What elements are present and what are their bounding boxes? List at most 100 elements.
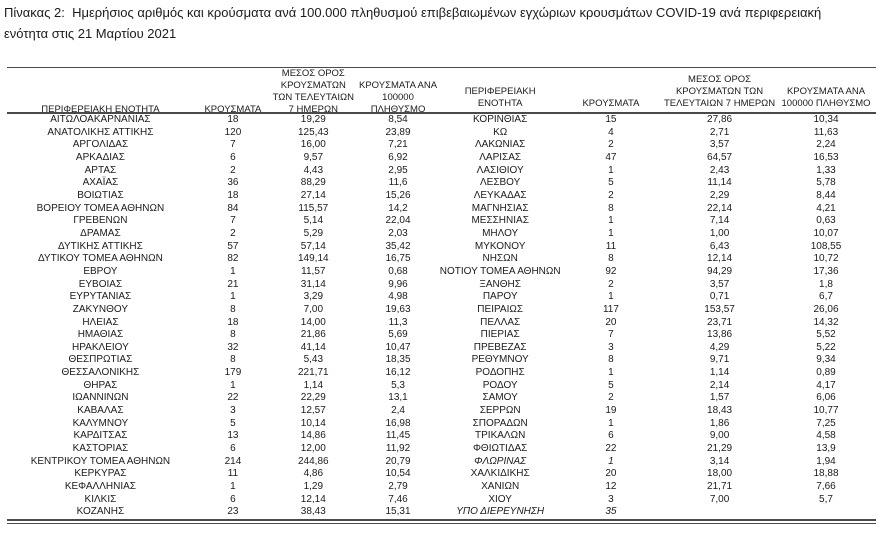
avg7-value: 2,71	[709, 126, 730, 138]
cases-value: 1	[230, 265, 236, 277]
table-row: ΘΕΣΣΑΛΟΝΙΚΗΣ 179 221,71 16,12	[7, 367, 442, 380]
avg7-value: 3,29	[303, 291, 324, 303]
table-row: ΠΕΛΛΑΣ 20 23,71 14,32	[442, 317, 877, 330]
table-title: Πίνακας 2: Ημερήσιος αριθμός και κρούσμα…	[4, 5, 822, 41]
per100k-value: 13,1	[388, 392, 408, 404]
per100k-value: 19,63	[385, 303, 411, 315]
cases-value: 5	[608, 379, 614, 391]
avg7-value: 3,57	[709, 278, 730, 290]
table-row: ΘΕΣΠΡΩΤΙΑΣ 8 5,43 18,35	[7, 354, 442, 367]
avg7-value: 9,57	[303, 151, 324, 163]
cases-value: 18	[227, 316, 239, 328]
per100k-value: 11,6	[388, 177, 408, 189]
region-name: ΚΑΛΥΜΝΟΥ	[72, 417, 129, 429]
per100k-value: 26,06	[813, 303, 839, 315]
per100k-value: 4,98	[388, 291, 408, 303]
table-row: ΛΑΡΙΣΑΣ 47 64,57 16,53	[442, 152, 877, 165]
table-row: ΚΑΛΥΜΝΟΥ 5 10,14 16,98	[7, 418, 442, 431]
table-row: ΚΑΣΤΟΡΙΑΣ 6 12,00 11,92	[7, 443, 442, 456]
per100k-value: 7,25	[816, 417, 836, 429]
region-name: ΛΕΥΚΑΔΑΣ	[473, 189, 527, 201]
table-row: ΓΡΕΒΕΝΩΝ 7 5,14 22,04	[7, 215, 442, 228]
region-name: ΚΙΛΚΙΣ	[84, 493, 117, 505]
region-name: ΚΟΖΑΝΗΣ	[76, 506, 125, 518]
avg7-value: 4,43	[303, 164, 324, 176]
region-name: ΘΕΣΠΡΩΤΙΑΣ	[68, 354, 133, 366]
column-header-cases: ΚΡΟΥΣΜΑΤΑ	[582, 97, 640, 109]
region-name: ΗΜΑΘΙΑΣ	[77, 329, 124, 341]
avg7-value: 18,43	[707, 405, 733, 417]
cases-value: 4	[608, 126, 614, 138]
region-name: ΠΑΡΟΥ	[482, 291, 518, 303]
cases-value: 84	[227, 202, 239, 214]
table-row: ΘΗΡΑΣ 1 1,14 5,3	[7, 380, 442, 393]
table-row: ΚΕΝΤΡΙΚΟΥ ΤΟΜΕΑ ΑΘΗΝΩΝ 214 244,86 20,79	[7, 456, 442, 469]
table-row: ΚΟΡΙΝΘΙΑΣ 15 27,86 10,34	[442, 114, 877, 127]
table-row: ΑΝΑΤΟΛΙΚΗΣ ΑΤΤΙΚΗΣ 120 125,43 23,89	[7, 127, 442, 140]
table-row: ΠΑΡΟΥ 1 0,71 6,7	[442, 291, 877, 304]
table-row: ΑΡΤΑΣ 2 4,43 2,95	[7, 165, 442, 178]
cases-value: 12	[605, 481, 617, 493]
top-rule	[7, 67, 876, 68]
cases-value: 22	[227, 392, 239, 404]
region-name: ΑΡΓΟΛΙΔΑΣ	[72, 139, 129, 151]
region-name: ΚΕΝΤΡΙΚΟΥ ΤΟΜΕΑ ΑΘΗΝΩΝ	[30, 455, 171, 467]
per100k-value: 16,98	[385, 417, 411, 429]
per100k-value: 6,92	[388, 151, 408, 163]
table-row: ΜΑΓΝΗΣΙΑΣ 8 22,14 4,21	[442, 203, 877, 216]
cases-value: 11	[605, 240, 617, 252]
avg7-value: 57,14	[300, 240, 326, 252]
avg7-value: 12,14	[707, 253, 733, 265]
cases-value: 8	[230, 329, 236, 341]
cases-value: 1	[608, 367, 614, 379]
cases-value: 3	[608, 341, 614, 353]
per100k-value: 10,54	[385, 468, 411, 480]
avg7-value: 3,14	[709, 455, 730, 467]
per100k-value: 13,9	[816, 443, 836, 455]
per100k-value: 1,8	[819, 278, 833, 290]
cases-value: 7	[230, 139, 236, 151]
avg7-value: 94,29	[707, 265, 733, 277]
table-row: ΧΑΛΚΙΔΙΚΗΣ 20 18,00 18,88	[442, 468, 877, 481]
avg7-value: 115,57	[298, 202, 329, 214]
region-name: ΠΕΛΛΑΣ	[480, 316, 521, 328]
avg7-value: 6,43	[709, 240, 730, 252]
table-row: ΚΑΡΔΙΤΣΑΣ 13 14,86 11,45	[7, 430, 442, 443]
per100k-value: 0,89	[816, 367, 836, 379]
table-row: ΝΗΣΩΝ 8 12,14 10,72	[442, 253, 877, 266]
avg7-value: 11,57	[301, 265, 326, 277]
avg7-value: 19,29	[300, 114, 326, 125]
avg7-value: 9,00	[709, 430, 730, 442]
cases-value: 15	[605, 114, 617, 125]
cases-value: 7	[230, 215, 236, 227]
cases-value: 1	[608, 164, 614, 176]
per100k-value: 4,17	[816, 379, 836, 391]
avg7-value: 9,71	[709, 354, 730, 366]
region-name: ΞΑΝΘΗΣ	[479, 278, 521, 290]
table-row: ΔΥΤΙΚΗΣ ΑΤΤΙΚΗΣ 57 57,14 35,42	[7, 241, 442, 254]
column-header-avg7: ΜΕΣΟΣ ΟΡΟΣ ΚΡΟΥΣΜΑΤΩΝ ΤΩΝ ΤΕΛΕΥΤΑΙΩΝ 7 Η…	[272, 68, 354, 116]
table-row: ΗΡΑΚΛΕΙΟΥ 32 41,14 10,47	[7, 342, 442, 355]
avg7-value: 3,57	[709, 139, 730, 151]
avg7-value: 4,86	[303, 468, 324, 480]
cases-value: 35	[605, 506, 617, 518]
avg7-value: 21,71	[707, 481, 733, 493]
table-row: ΚΙΛΚΙΣ 6 12,14 7,46	[7, 494, 442, 507]
avg7-value: 22,29	[300, 392, 326, 404]
cases-value: 1	[608, 215, 614, 227]
cases-value: 23	[227, 506, 239, 518]
table-row: ΣΕΡΡΩΝ 19 18,43 10,77	[442, 405, 877, 418]
region-name: ΚΕΦΑΛΛΗΝΙΑΣ	[64, 481, 136, 493]
region-name: ΜΥΚΟΝΟΥ	[474, 240, 526, 252]
column-header-region: ΠΕΡΙΦΕΡΕΙΑΚΗ ΕΝΟΤΗΤΑ	[464, 85, 536, 109]
cases-value: 214	[224, 455, 242, 467]
avg7-value: 7,00	[303, 303, 324, 315]
per100k-value: 5,3	[391, 379, 405, 391]
per100k-value: 7,46	[388, 493, 408, 505]
region-name: ΑΡΚΑΔΙΑΣ	[75, 151, 125, 163]
region-name: ΚΑΣΤΟΡΙΑΣ	[72, 443, 129, 455]
region-name: ΠΕΙΡΑΙΩΣ	[477, 303, 523, 315]
avg7-value: 1,14	[709, 367, 730, 379]
per100k-value: 5,22	[816, 341, 836, 353]
cases-value: 8	[608, 202, 614, 214]
